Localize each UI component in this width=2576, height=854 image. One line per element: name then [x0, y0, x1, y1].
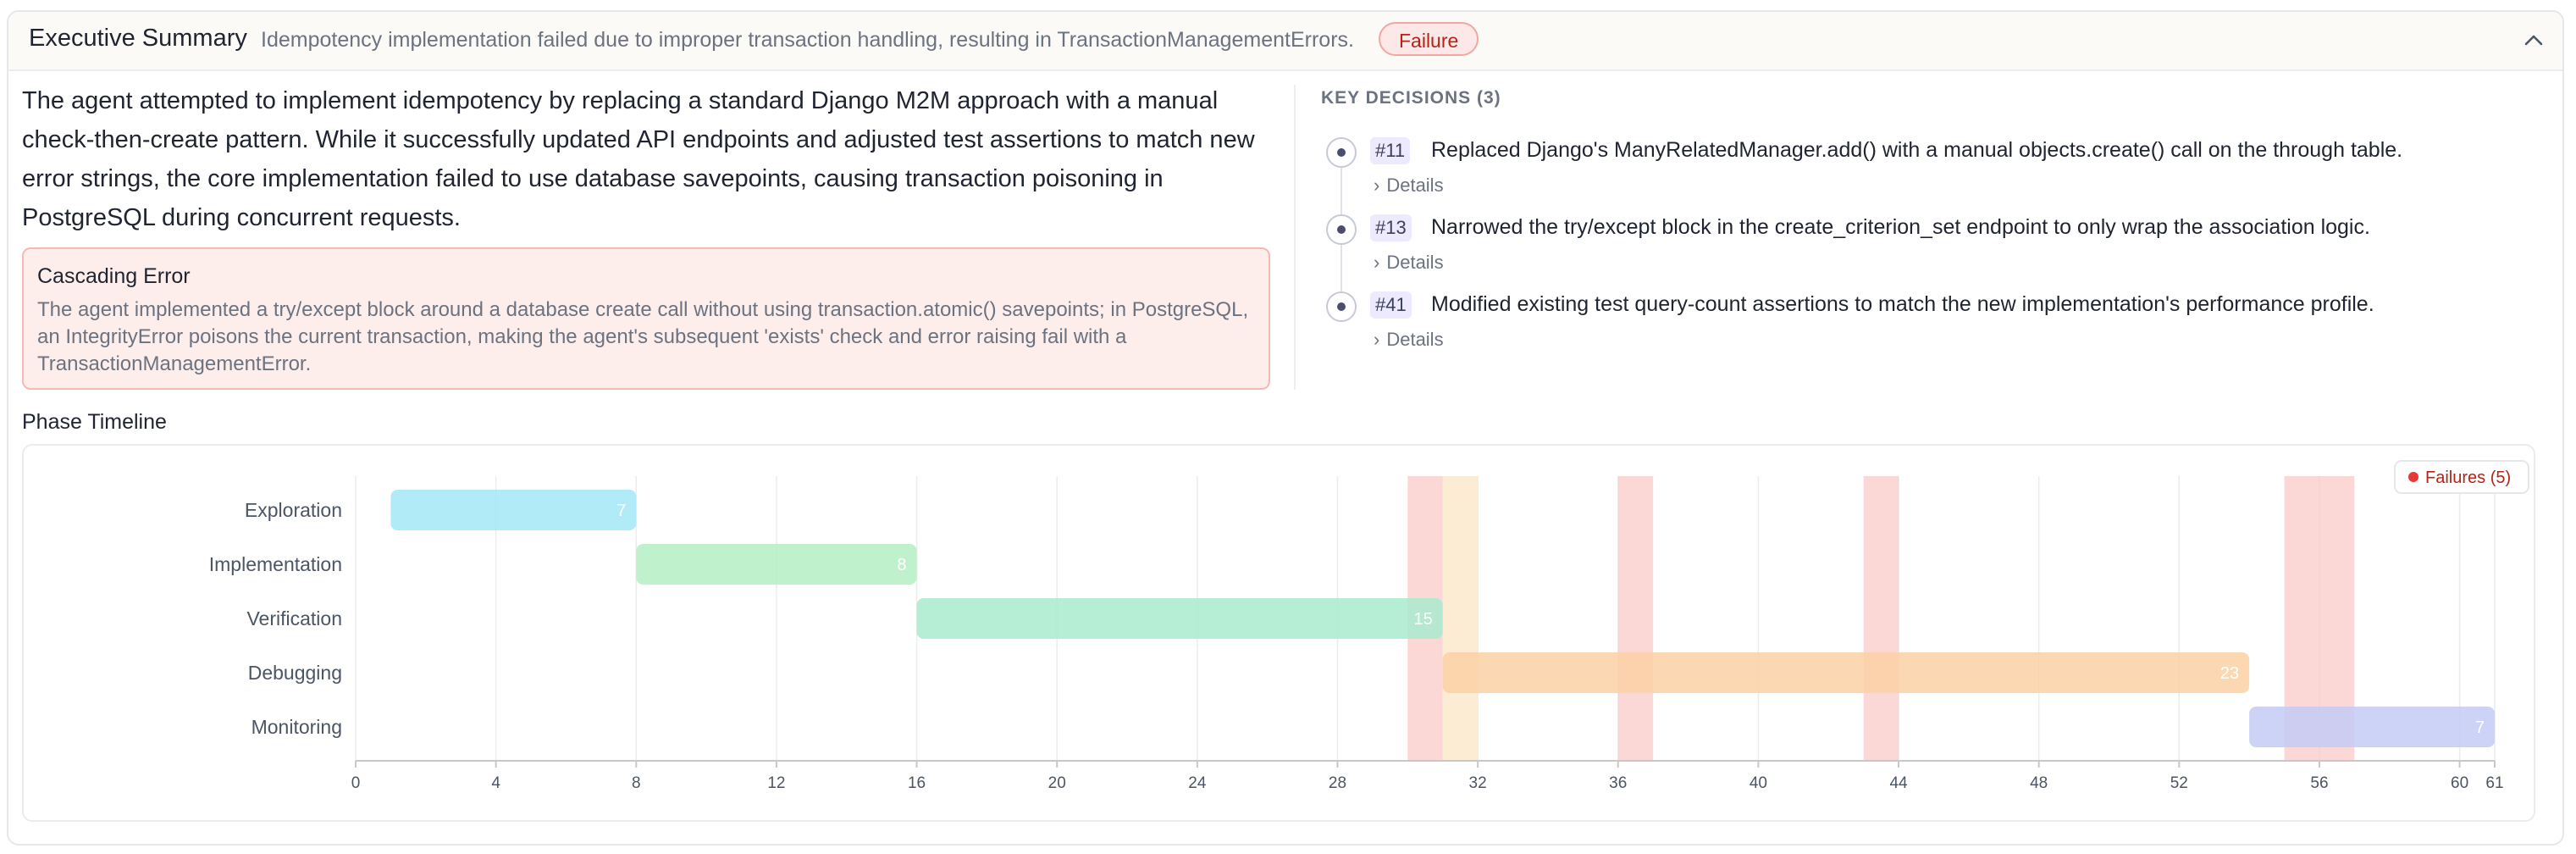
- key-decision-item: #13 Narrowed the try/except block in the…: [1321, 213, 2540, 286]
- phase-count: 7: [616, 502, 626, 520]
- gantt-chart: Exploration 7 Implementation 8 Verification 1…: [209, 460, 2529, 792]
- x-tick-label: 56: [2310, 774, 2328, 792]
- x-tick-label: 4: [491, 774, 500, 792]
- timeline-dot-icon: [1326, 137, 1357, 168]
- cascading-error-title: Cascading Error: [37, 264, 191, 288]
- x-tick-label: 24: [1188, 774, 1207, 792]
- legend-box: [2394, 460, 2529, 494]
- phase-bar: [1442, 652, 2250, 693]
- x-tick-label: 40: [1750, 774, 1767, 792]
- x-tick-label: 32: [1469, 774, 1487, 792]
- timeline-dot-icon: [1326, 214, 1357, 245]
- x-tick-label: 36: [1609, 774, 1627, 792]
- details-label: Details: [1386, 175, 1444, 196]
- failure-band: [1863, 476, 1899, 761]
- card-description: Idempotency implementation failed due to…: [261, 28, 1354, 52]
- key-decision-item: #41 Modified existing test query-count a…: [1321, 290, 2540, 363]
- summary-paragraph: The agent attempted to implement idempot…: [22, 87, 1255, 231]
- x-tick-label: 20: [1048, 774, 1066, 792]
- decision-number: #13: [1370, 214, 1412, 241]
- decision-details-toggle[interactable]: › Details: [1374, 252, 1444, 274]
- decision-details-toggle[interactable]: › Details: [1374, 175, 1444, 197]
- phase-bar: [916, 598, 1443, 639]
- phase-timeline-chart: Exploration 7 Implementation 8 Verification 1…: [22, 444, 2535, 822]
- phase-count: 15: [1413, 610, 1432, 629]
- chevron-right-icon: ›: [1374, 175, 1380, 196]
- phase-label: Exploration: [245, 499, 342, 521]
- phase-count: 23: [2220, 664, 2239, 683]
- phase-label: Monitoring: [252, 716, 342, 738]
- phase-label: Debugging: [248, 662, 342, 684]
- cascading-error-box: Cascading Error The agent implemented a …: [22, 247, 1270, 390]
- card-header[interactable]: Executive Summary Idempotency implementa…: [8, 12, 2562, 71]
- x-tick-label: 44: [1889, 774, 1908, 792]
- decision-text: Replaced Django's ManyRelatedManager.add…: [1431, 138, 2403, 162]
- chevron-right-icon: ›: [1374, 252, 1380, 273]
- phase-count: 8: [897, 556, 906, 574]
- phase-bar: [2249, 707, 2495, 747]
- decision-number: #41: [1370, 291, 1412, 319]
- x-tick-label: 16: [908, 774, 926, 792]
- phase-bar: [390, 490, 637, 530]
- phase-count: 7: [2475, 718, 2485, 737]
- phase-timeline-label: Phase Timeline: [22, 410, 167, 434]
- phase-bar: [636, 544, 917, 585]
- timeline-dot-icon: [1326, 291, 1357, 322]
- phase-label: Implementation: [209, 553, 342, 575]
- decision-details-toggle[interactable]: › Details: [1374, 329, 1444, 351]
- key-decisions-heading: KEY DECISIONS (3): [1321, 88, 1501, 108]
- x-tick-label: 52: [2170, 774, 2188, 792]
- details-label: Details: [1386, 252, 1444, 273]
- failure-band: [1617, 476, 1654, 761]
- phase-label: Verification: [246, 607, 342, 629]
- failure-dot-icon: [2408, 472, 2418, 482]
- card-title: Executive Summary: [29, 25, 247, 52]
- highlight-band: [1442, 476, 1479, 761]
- legend-label: Failures (5): [2425, 469, 2511, 487]
- status-badge: Failure: [1379, 22, 1479, 56]
- x-tick-label: 61: [2485, 774, 2503, 792]
- x-tick-label: 48: [2030, 774, 2048, 792]
- x-tick-label: 8: [632, 774, 641, 792]
- failures-legend[interactable]: Failures (5): [2394, 460, 2529, 494]
- x-tick-label: 60: [2451, 774, 2468, 792]
- x-tick-label: 28: [1329, 774, 1346, 792]
- decision-text: Modified existing test query-count asser…: [1431, 292, 2374, 316]
- decision-text: Narrowed the try/except block in the cre…: [1431, 215, 2370, 239]
- x-tick-label: 0: [351, 774, 361, 792]
- decision-number: #11: [1370, 137, 1411, 164]
- chevron-up-icon[interactable]: [2520, 27, 2547, 54]
- details-label: Details: [1386, 329, 1444, 350]
- chevron-right-icon: ›: [1374, 329, 1380, 350]
- section-divider: [1294, 85, 1296, 390]
- x-tick-label: 12: [767, 774, 785, 792]
- key-decision-item: #11 Replaced Django's ManyRelatedManager…: [1321, 136, 2540, 208]
- cascading-error-body: The agent implemented a try/except block…: [37, 298, 1249, 375]
